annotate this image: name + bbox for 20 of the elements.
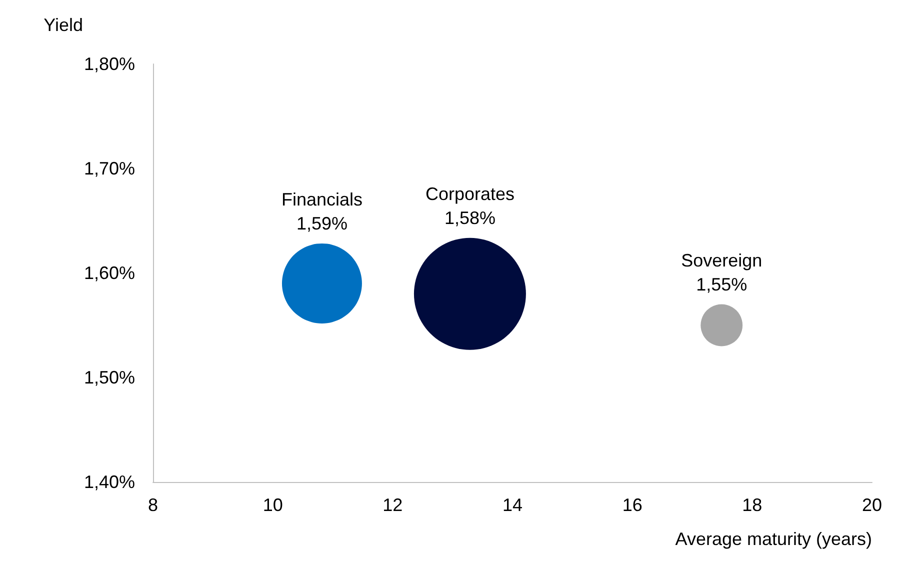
x-tick-label: 16 bbox=[622, 495, 642, 515]
x-tick-label: 18 bbox=[742, 495, 762, 515]
x-tick-label: 14 bbox=[502, 495, 523, 515]
text: Sovereign bbox=[681, 250, 762, 270]
data-label: 1,59% bbox=[296, 213, 348, 234]
data-label: 1,55% bbox=[696, 274, 748, 294]
y-axis-title: Yield bbox=[44, 15, 83, 35]
x-tick-label: 10 bbox=[262, 495, 283, 515]
data-label: 1,58% bbox=[444, 208, 496, 228]
y-tick-label: 1,50% bbox=[84, 368, 135, 388]
y-tick-label: 1,60% bbox=[84, 263, 135, 283]
text: Corporates bbox=[425, 184, 514, 204]
y-tick-label: 1,80% bbox=[84, 54, 135, 74]
y-tick-label: 1,40% bbox=[84, 472, 135, 492]
x-tick-label: 8 bbox=[148, 495, 158, 515]
text: Financials bbox=[281, 189, 362, 210]
x-axis-title: Average maturity (years) bbox=[675, 529, 872, 549]
x-tick-label: 12 bbox=[382, 495, 403, 515]
x-tick-label: 20 bbox=[862, 495, 882, 515]
y-tick-label: 1,70% bbox=[84, 158, 135, 178]
